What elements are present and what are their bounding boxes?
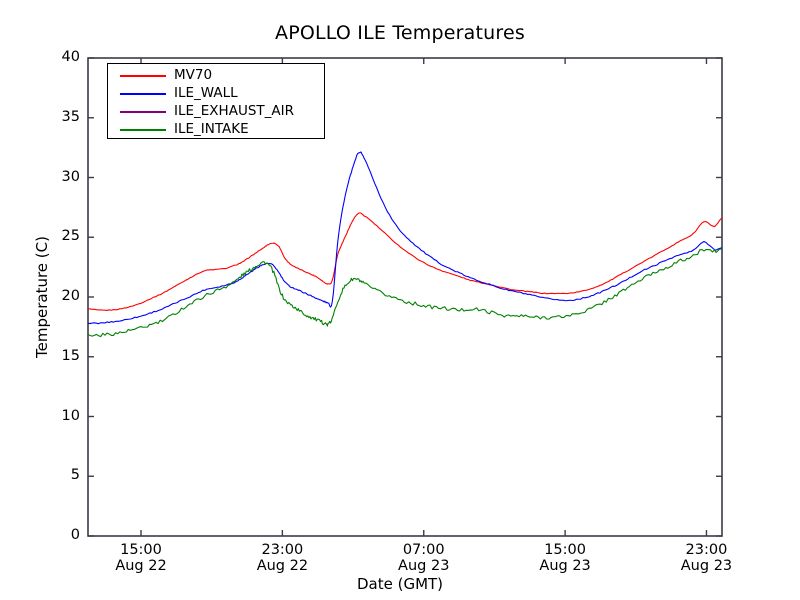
legend-label-3: ILE_INTAKE bbox=[174, 121, 249, 137]
x-tick-date-0: Aug 22 bbox=[115, 558, 167, 575]
x-tick-date-4: Aug 23 bbox=[680, 558, 733, 575]
legend-label-1: ILE_WALL bbox=[174, 85, 238, 101]
x-tick-time-1: 23:00 bbox=[261, 542, 304, 558]
x-tick-time-0: 15:00 bbox=[120, 542, 162, 558]
x-tick-date-2: Aug 23 bbox=[398, 558, 450, 575]
legend-swatch-0 bbox=[120, 75, 166, 77]
x-tick-2: 07:00 Aug 23 bbox=[369, 542, 479, 574]
legend-swatch-2 bbox=[120, 111, 166, 113]
y-tick-35: 35 bbox=[61, 108, 80, 125]
x-tick-time-4: 23:00 bbox=[685, 542, 728, 558]
x-tick-4: 23:00 Aug 23 bbox=[651, 542, 761, 574]
chart-legend: MV70 ILE_WALL ILE_EXHAUST_AIR ILE_INTAKE bbox=[107, 63, 325, 139]
series-line-mv70 bbox=[87, 212, 723, 311]
legend-item-3: ILE_INTAKE bbox=[108, 120, 324, 139]
legend-item-0: MV70 bbox=[108, 66, 324, 85]
series-line-ile_intake bbox=[87, 248, 723, 338]
x-tick-3: 15:00 Aug 23 bbox=[510, 542, 620, 574]
legend-item-2: ILE_EXHAUST_AIR bbox=[108, 102, 324, 121]
x-tick-1: 23:00 Aug 22 bbox=[227, 542, 337, 574]
series-line-ile_wall bbox=[87, 151, 723, 325]
legend-item-1: ILE_WALL bbox=[108, 84, 324, 103]
legend-swatch-3 bbox=[120, 129, 166, 131]
x-axis-label: Date (GMT) bbox=[356, 575, 444, 593]
x-tick-date-3: Aug 23 bbox=[539, 558, 591, 575]
x-tick-time-2: 07:00 bbox=[402, 542, 445, 558]
x-tick-date-1: Aug 22 bbox=[256, 558, 309, 575]
y-tick-10: 10 bbox=[61, 407, 80, 424]
y-tick-5: 5 bbox=[70, 467, 80, 484]
x-tick-0: 15:00 Aug 22 bbox=[86, 542, 196, 574]
legend-label-2: ILE_EXHAUST_AIR bbox=[174, 103, 294, 119]
legend-swatch-1 bbox=[120, 93, 166, 95]
y-tick-15: 15 bbox=[61, 347, 80, 364]
y-tick-20: 20 bbox=[61, 288, 80, 304]
y-tick-30: 30 bbox=[61, 168, 80, 185]
page-title: APOLLO ILE Temperatures bbox=[275, 22, 525, 44]
legend-label-0: MV70 bbox=[174, 67, 213, 83]
y-tick-25: 25 bbox=[61, 228, 80, 245]
x-tick-time-3: 15:00 bbox=[544, 542, 586, 558]
series-lines bbox=[87, 151, 723, 338]
y-tick-40: 40 bbox=[61, 49, 80, 65]
y-tick-0: 0 bbox=[70, 527, 80, 543]
